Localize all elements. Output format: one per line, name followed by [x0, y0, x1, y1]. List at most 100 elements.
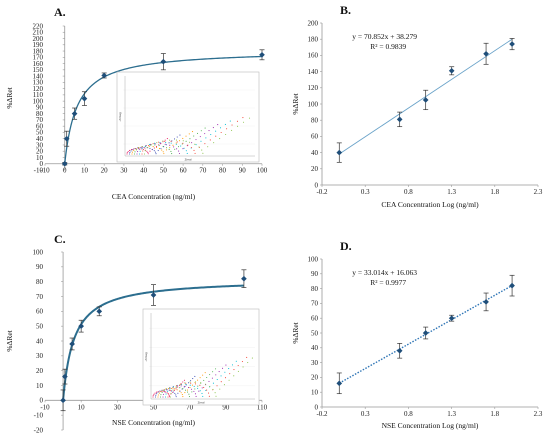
data-point — [61, 160, 68, 167]
data-point — [101, 72, 108, 79]
inset-point — [133, 149, 135, 151]
x-tick-label: 1.3 — [447, 188, 456, 196]
inset-point — [160, 390, 162, 392]
inset-point — [185, 135, 187, 137]
inset-point — [170, 392, 172, 394]
inset-point — [152, 396, 154, 398]
inset-point — [164, 391, 166, 393]
inset-point — [216, 385, 218, 387]
inset-point — [155, 153, 157, 155]
inset-point — [179, 387, 181, 389]
inset-point — [171, 387, 173, 390]
inset-point — [152, 395, 154, 397]
inset-point — [207, 146, 209, 148]
inset-point — [184, 385, 186, 387]
inset-point — [224, 377, 227, 379]
inset-point — [155, 394, 157, 396]
x-tick-label: 2.3 — [534, 188, 543, 196]
inset-point — [149, 143, 151, 145]
inset-point — [193, 390, 195, 392]
inset-point — [201, 392, 203, 395]
inset-point — [167, 390, 169, 392]
y-tick-label: 180 — [33, 47, 44, 55]
y-tick-label: 100 — [308, 255, 319, 263]
inset-point — [175, 396, 177, 398]
inset-point — [133, 153, 136, 155]
inset-point — [164, 396, 167, 398]
data-point — [241, 275, 247, 282]
y-tick-label: 80 — [311, 117, 319, 125]
data-point — [448, 67, 455, 74]
y-tick-label: 140 — [308, 68, 319, 76]
inset-point — [153, 150, 155, 152]
y-tick-label: 50 — [36, 129, 44, 137]
data-point — [422, 97, 429, 103]
y-tick-label: 30 — [36, 352, 44, 360]
inset-point — [161, 149, 163, 151]
fit-r2: R² = 0.9839 — [370, 42, 406, 51]
x-tick-label: 30 — [120, 167, 128, 175]
inset-point — [177, 392, 179, 394]
x-tick-label: -10 — [40, 403, 50, 411]
inset-point — [215, 374, 217, 376]
inset-point — [134, 151, 136, 153]
inset-point — [186, 391, 189, 393]
inset-point — [203, 386, 205, 389]
inset-point — [228, 368, 230, 370]
inset-point — [182, 142, 184, 144]
inset-point — [197, 387, 199, 389]
inset-point — [237, 365, 239, 367]
inset-point — [199, 390, 201, 392]
x-tick-label: 90 — [239, 167, 247, 175]
inset-x-label: Zreal — [198, 401, 205, 405]
inset-point — [182, 381, 184, 383]
inset-point — [193, 149, 195, 151]
inset-point — [180, 385, 182, 387]
x-tick-label: 70 — [186, 403, 194, 411]
y-tick-label: 80 — [36, 278, 44, 286]
inset-point — [157, 391, 159, 393]
inset-point — [175, 388, 177, 390]
inset-point — [195, 139, 197, 141]
inset-point — [182, 137, 184, 140]
inset-point — [144, 150, 146, 152]
inset-point — [155, 391, 158, 393]
inset-point — [148, 145, 150, 147]
inset-point — [229, 120, 231, 122]
inset-point — [199, 136, 201, 138]
inset-point — [147, 147, 149, 149]
inset-point — [161, 390, 163, 392]
inset-point — [165, 141, 167, 144]
y-tick-label: 40 — [311, 149, 319, 157]
inset-point — [149, 150, 151, 152]
inset-point — [126, 152, 128, 154]
inset-point — [162, 151, 164, 153]
inset-point — [173, 138, 176, 140]
inset-point — [194, 375, 196, 378]
inset-point — [188, 141, 191, 143]
inset-point — [168, 393, 170, 395]
inset-point — [151, 144, 153, 146]
inset-point — [155, 145, 158, 148]
inset-point — [143, 153, 146, 155]
inset-point — [162, 396, 164, 398]
inset-point — [190, 380, 192, 382]
inset-point — [215, 130, 217, 132]
data-point — [509, 282, 515, 289]
inset-point — [133, 148, 135, 150]
inset-point — [191, 388, 193, 390]
inset-point — [193, 135, 195, 137]
inset-point — [237, 125, 239, 127]
y-tick-label: 90 — [36, 104, 44, 112]
y-tick-label: 10 — [36, 382, 44, 390]
inset-point — [151, 148, 153, 150]
inset-point — [184, 392, 186, 394]
inset-point — [172, 389, 174, 391]
inset-point — [209, 374, 211, 376]
inset-point — [147, 151, 149, 154]
inset-point — [221, 367, 224, 369]
y-tick-label: 160 — [33, 60, 44, 68]
inset-point — [231, 124, 233, 126]
y-tick-label: 70 — [36, 293, 44, 301]
inset-point — [194, 143, 196, 145]
